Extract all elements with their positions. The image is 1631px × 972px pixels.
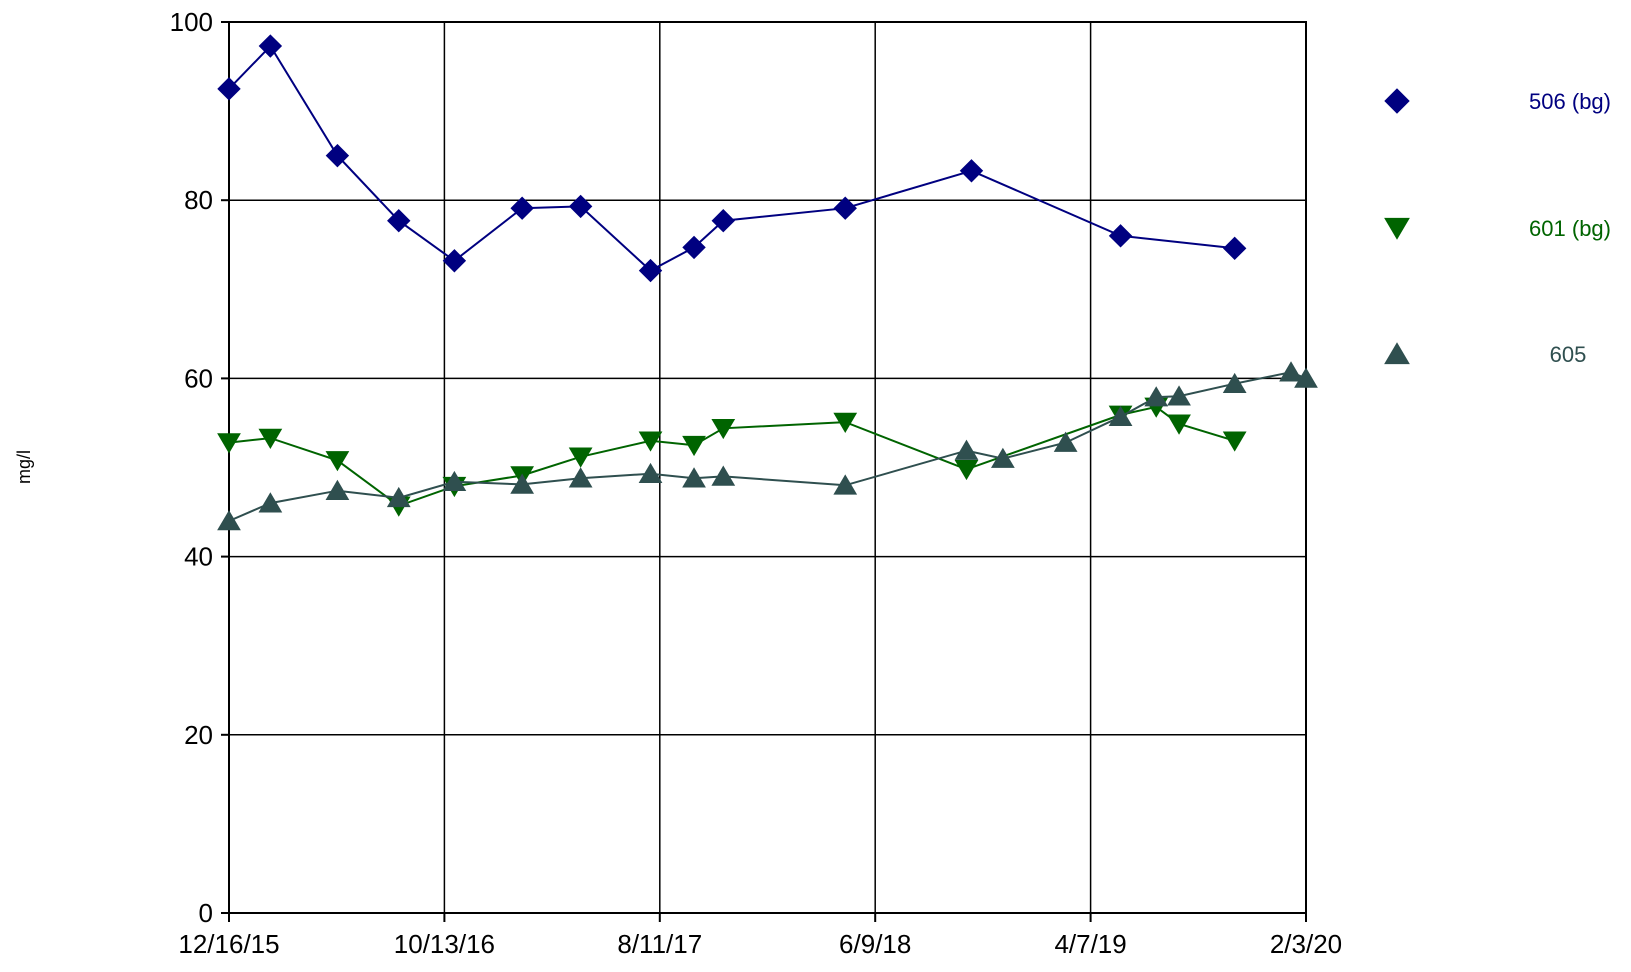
data-point — [833, 196, 857, 220]
y-tick-label: 100 — [170, 7, 213, 37]
data-point — [258, 492, 283, 513]
data-point — [568, 447, 593, 468]
legend-item: 605 — [1384, 342, 1587, 367]
data-point — [510, 196, 534, 220]
x-tick-label: 12/16/15 — [178, 929, 279, 959]
data-point — [1279, 361, 1303, 382]
y-tick-label: 60 — [184, 363, 213, 393]
legend-marker — [1384, 88, 1410, 114]
data-point — [217, 433, 241, 454]
data-point — [682, 467, 706, 488]
plot-area-frame — [228, 21, 1307, 914]
series-line — [228, 44, 1235, 272]
data-point — [386, 486, 411, 508]
legend: 506 (bg) 601 (bg) 605 — [1384, 88, 1611, 367]
data-point — [1222, 372, 1247, 394]
data-point — [1108, 405, 1133, 427]
data-point — [638, 462, 663, 484]
data-point — [1144, 386, 1169, 407]
series-506-bg — [217, 34, 1247, 283]
data-point — [954, 439, 979, 460]
axes: 0 20 40 60 80 100 12/16/15 10/13/16 8/11/17 6/9/1… — [170, 7, 1343, 959]
data-point — [1294, 367, 1318, 388]
legend-item: 506 (bg) — [1384, 88, 1611, 114]
data-point — [954, 459, 979, 481]
data-point — [217, 77, 241, 101]
data-point — [1108, 224, 1133, 248]
data-point — [1053, 431, 1078, 452]
y-tick-label: 40 — [184, 542, 213, 572]
data-point — [1222, 236, 1247, 261]
data-point — [325, 451, 350, 472]
data-point — [711, 208, 735, 233]
data-point — [833, 474, 858, 495]
legend-item: 601 (bg) — [1384, 216, 1611, 241]
data-point — [1222, 431, 1247, 452]
data-point — [682, 235, 706, 260]
data-point — [711, 465, 736, 486]
data-point — [682, 435, 706, 457]
data-point — [959, 159, 984, 183]
y-tick-label: 80 — [184, 185, 213, 215]
data-point — [325, 143, 350, 168]
data-point — [387, 208, 411, 233]
data-point — [638, 258, 663, 283]
legend-label: 605 — [1550, 342, 1587, 367]
data-point — [442, 249, 467, 273]
x-tick-label: 4/7/19 — [1054, 929, 1126, 959]
data-point — [711, 418, 736, 440]
data-point — [258, 428, 283, 449]
data-point — [833, 412, 858, 433]
data-point — [325, 479, 350, 500]
data-point — [442, 470, 467, 492]
series-605 — [217, 361, 1318, 531]
y-tick-label: 20 — [184, 720, 213, 750]
data-point — [990, 447, 1015, 468]
data-point — [1167, 385, 1191, 406]
legend-label: 601 (bg) — [1529, 216, 1611, 241]
data-point — [568, 194, 593, 219]
data-point — [217, 510, 241, 531]
data-point — [510, 473, 535, 494]
y-tick-label: 0 — [199, 898, 213, 928]
data-point — [568, 467, 593, 488]
x-tick-label: 2/3/20 — [1270, 929, 1342, 959]
data-point — [1167, 414, 1191, 435]
x-tick-label: 8/11/17 — [617, 929, 702, 959]
x-tick-label: 10/13/16 — [394, 929, 495, 959]
legend-marker — [1384, 342, 1410, 365]
data-point — [258, 34, 283, 58]
x-tick-label: 6/9/18 — [839, 929, 911, 959]
series-group — [217, 34, 1318, 531]
grid — [228, 21, 1307, 914]
y-axis-label: mg/l — [14, 450, 34, 484]
legend-marker — [1384, 217, 1410, 240]
series-line — [228, 405, 1235, 507]
legend-label: 506 (bg) — [1529, 89, 1611, 114]
data-point — [638, 431, 663, 452]
series-601-bg — [217, 397, 1247, 517]
